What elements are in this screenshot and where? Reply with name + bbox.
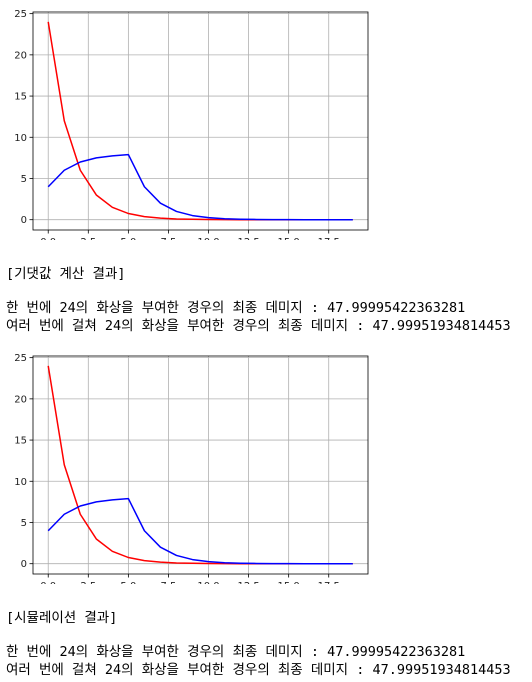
simulation-multi-burn-result: 여러 번에 걸쳐 24의 화상을 부여한 경우의 최종 데미지 : 47.999… — [6, 662, 511, 678]
y-tick-label: 0 — [21, 215, 27, 226]
y-tick-label: 25 — [14, 9, 27, 20]
x-tick-label: 2.5 — [80, 581, 96, 584]
chart-svg: 0.0 2.5 5.0 7.5 10.0 12.5 15.0 17.5 0 5 10 15 20 25 — [14, 353, 369, 584]
simulation-chart: 0.0 2.5 5.0 7.5 10.0 12.5 15.0 17.5 0 5 10 15 20 25 — [0, 344, 532, 584]
y-tick-label: 20 — [14, 50, 27, 61]
x-tick-label: 5.0 — [120, 237, 136, 240]
x-tick-label: 0.0 — [40, 581, 56, 584]
series-line-0 — [47, 365, 353, 565]
simulation-heading: [시뮬레이션 결과] — [6, 610, 118, 626]
y-tick-label: 10 — [14, 133, 27, 144]
x-tick-label: 15.0 — [278, 237, 300, 240]
x-tick-label: 7.5 — [160, 581, 176, 584]
simulation-single-burn-result: 한 번에 24의 화상을 부여한 경우의 최종 데미지 : 47.9999542… — [6, 644, 466, 660]
y-tick-label: 15 — [14, 436, 27, 447]
y-tick-label: 5 — [21, 174, 27, 185]
y-tick-label: 20 — [14, 394, 27, 405]
y-tick-label: 25 — [14, 353, 27, 364]
x-tick-label: 0.0 — [40, 237, 56, 240]
plot-frame — [32, 355, 369, 575]
x-tick-label: 10.0 — [197, 237, 219, 240]
x-tick-label: 17.5 — [318, 237, 340, 240]
series-line-0 — [47, 21, 353, 221]
x-tick-label: 2.5 — [80, 237, 96, 240]
y-tick-label: 0 — [21, 559, 27, 570]
chart-svg: 0.0 2.5 5.0 7.5 10.0 12.5 15.0 17.5 0 5 10 15 20 25 — [14, 9, 369, 240]
expected-single-burn-result: 한 번에 24의 화상을 부여한 경우의 최종 데미지 : 47.9999542… — [6, 300, 466, 316]
x-tick-label: 10.0 — [197, 581, 219, 584]
x-tick-label: 15.0 — [278, 581, 300, 584]
y-tick-label: 10 — [14, 477, 27, 488]
y-tick-label: 15 — [14, 92, 27, 103]
expected-multi-burn-result: 여러 번에 걸쳐 24의 화상을 부여한 경우의 최종 데미지 : 47.999… — [6, 318, 511, 334]
x-tick-label: 7.5 — [160, 237, 176, 240]
series-line-1 — [47, 497, 353, 565]
x-tick-label: 5.0 — [120, 581, 136, 584]
x-tick-label: 12.5 — [237, 237, 259, 240]
series-line-1 — [47, 153, 353, 221]
x-tick-label: 12.5 — [237, 581, 259, 584]
x-tick-label: 17.5 — [318, 581, 340, 584]
plot-frame — [32, 11, 369, 231]
expected-value-heading: [기댓값 계산 결과] — [6, 266, 126, 282]
expected-value-chart: 0.0 2.5 5.0 7.5 10.0 12.5 15.0 17.5 0 5 10 15 20 25 — [0, 0, 532, 240]
y-tick-label: 5 — [21, 518, 27, 529]
